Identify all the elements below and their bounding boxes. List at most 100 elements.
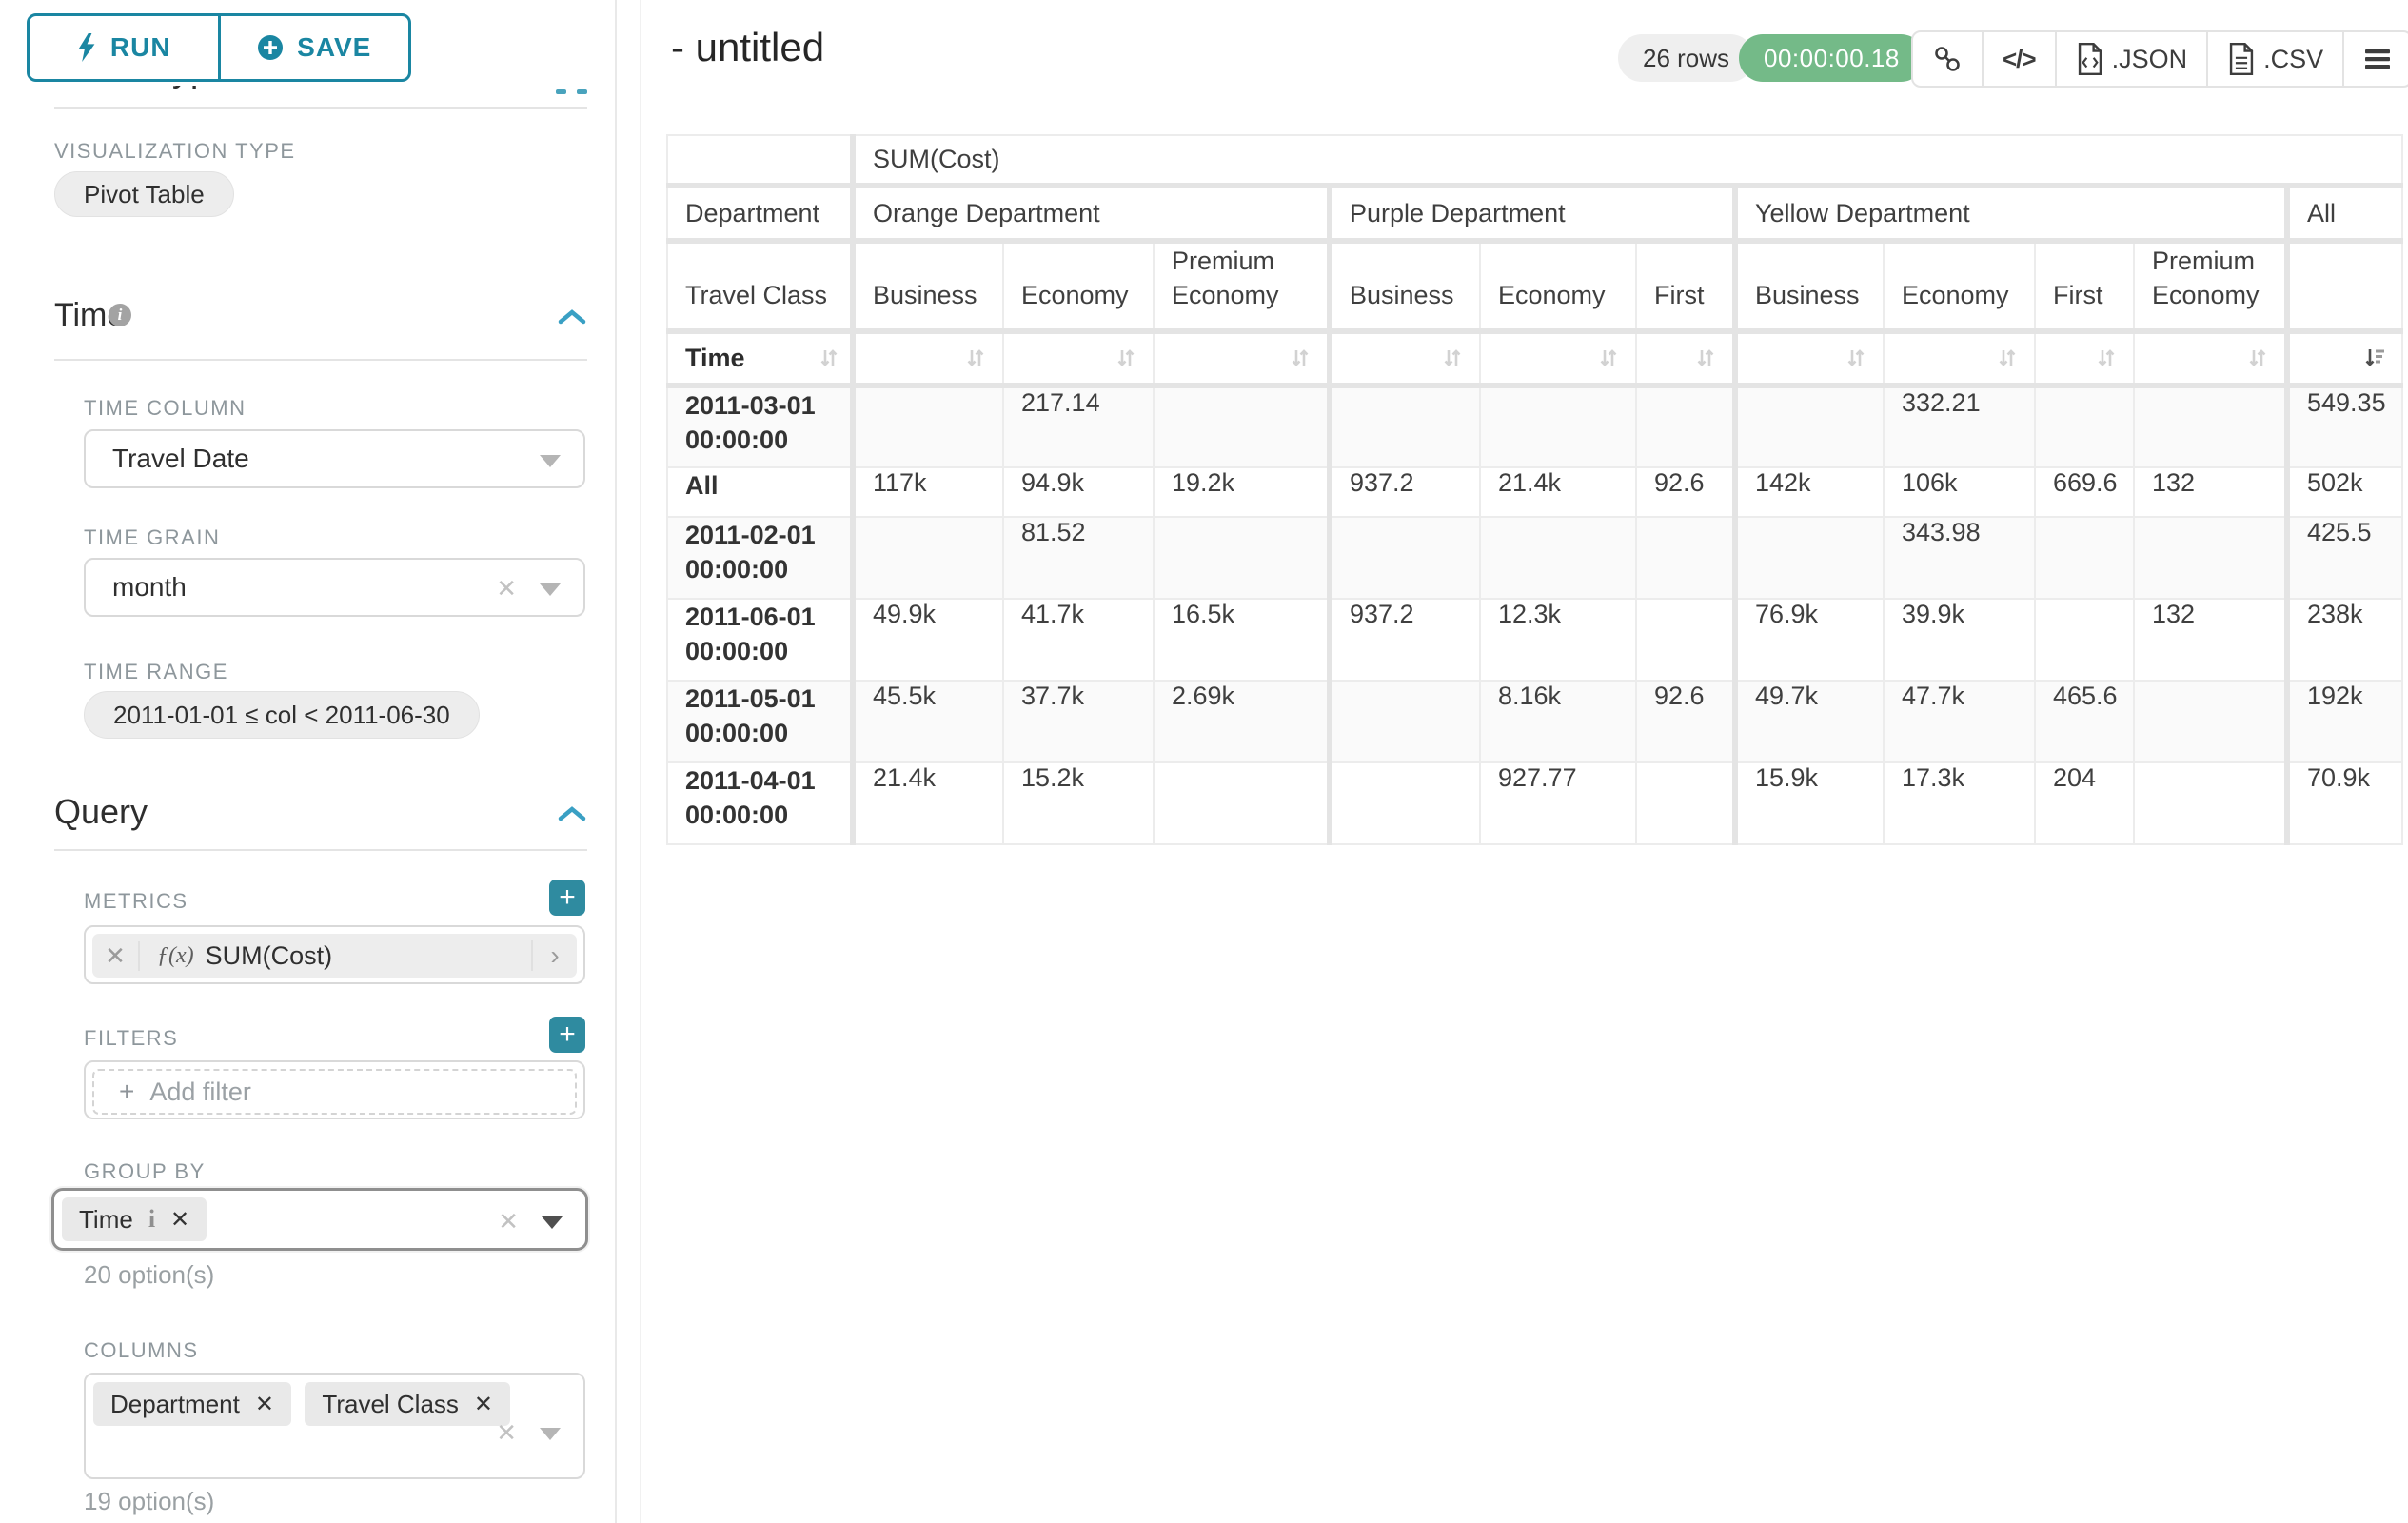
value-cell — [2034, 384, 2135, 468]
col-header[interactable]: Premium Economy — [2133, 240, 2288, 334]
remove-chip-icon[interactable]: ✕ — [170, 1206, 190, 1233]
value-cell: 21.4k — [850, 761, 1004, 845]
sort-cell[interactable] — [1732, 329, 1885, 388]
sort-icon[interactable] — [1439, 345, 1466, 371]
time-column-select[interactable]: Travel Date — [84, 429, 585, 488]
export-json-button[interactable]: .JSON — [2054, 32, 2207, 86]
sort-icon[interactable] — [962, 345, 989, 371]
col-header[interactable]: Economy — [1479, 240, 1637, 334]
save-button[interactable]: SAVE — [217, 16, 409, 79]
col-header[interactable]: Economy — [1883, 240, 2036, 334]
menu-button[interactable] — [2342, 32, 2408, 86]
sort-cell[interactable] — [1153, 329, 1331, 388]
chart-type-collapse-icon-clipped[interactable] — [577, 89, 587, 94]
value-cell: 49.7k — [1732, 679, 1885, 763]
col-header[interactable]: Business — [1732, 240, 1885, 334]
col-header[interactable]: Premium Economy — [1153, 240, 1331, 334]
sort-icon[interactable] — [816, 345, 842, 371]
columns-select[interactable]: Department ✕ Travel Class ✕ ✕ — [84, 1373, 585, 1479]
time-grain-select[interactable]: month ✕ — [84, 558, 585, 617]
table-row: 2011-04-01 00:00:00 21.4k 15.2k 927.77 15.9k… — [666, 761, 2403, 845]
group-header[interactable]: Yellow Department — [1732, 185, 2288, 244]
viz-type-chip[interactable]: Pivot Table — [54, 171, 234, 217]
chevron-down-icon[interactable] — [540, 455, 561, 467]
value-cell: 92.6 — [1635, 679, 1736, 763]
time-range-chip[interactable]: 2011-01-01 ≤ col < 2011-06-30 — [84, 691, 480, 739]
sort-cell[interactable] — [1327, 329, 1481, 388]
panel-gutter[interactable] — [640, 0, 641, 1523]
sort-cell[interactable] — [2034, 329, 2135, 388]
share-link-button[interactable] — [1913, 32, 1982, 86]
clear-icon[interactable]: ✕ — [496, 574, 517, 603]
row-label: 2011-03-01 00:00:00 — [666, 384, 854, 468]
sort-cell[interactable] — [2284, 329, 2403, 388]
view-query-button[interactable]: </> — [1982, 32, 2055, 86]
add-filter-label: Add filter — [149, 1077, 251, 1106]
export-csv-button[interactable]: .CSV — [2206, 32, 2342, 86]
sort-cell[interactable] — [850, 329, 1004, 388]
sort-icon[interactable] — [2244, 345, 2271, 371]
sort-icon[interactable] — [1595, 345, 1622, 371]
columns-chip[interactable]: Department ✕ — [93, 1382, 291, 1426]
group-header[interactable]: Purple Department — [1327, 185, 1736, 244]
col-dimension-label: Travel Class — [666, 240, 854, 334]
sort-icon[interactable] — [2093, 345, 2120, 371]
run-button[interactable]: RUN — [30, 16, 218, 79]
sort-icon[interactable] — [1113, 345, 1139, 371]
sort-row: Time — [666, 329, 2403, 388]
chevron-down-icon[interactable] — [542, 1216, 563, 1229]
col-header[interactable] — [2284, 240, 2403, 334]
sort-cell[interactable] — [1635, 329, 1736, 388]
metric-chip[interactable]: ✕ ƒ(x) SUM(Cost) › — [92, 934, 577, 978]
chevron-down-icon[interactable] — [540, 1428, 561, 1440]
code-icon: </> — [2003, 44, 2037, 73]
sort-icon[interactable] — [1843, 345, 1869, 371]
value-cell: 49.9k — [850, 597, 1004, 682]
filters-box: + Add filter — [84, 1060, 585, 1119]
value-cell: 132 — [2133, 465, 2288, 518]
col-header[interactable]: First — [2034, 240, 2135, 334]
col-header[interactable]: Business — [850, 240, 1004, 334]
sort-cell[interactable] — [1002, 329, 1155, 388]
value-cell: 17.3k — [1883, 761, 2036, 845]
group-header[interactable]: All — [2284, 185, 2403, 244]
sort-desc-icon[interactable] — [2361, 345, 2388, 371]
add-filter-dropzone[interactable]: + Add filter — [92, 1069, 577, 1115]
sort-cell[interactable] — [1479, 329, 1637, 388]
info-icon[interactable]: i — [109, 304, 131, 326]
group-by-chip[interactable]: Time i ✕ — [62, 1197, 207, 1241]
chart-type-collapse-icon-clipped[interactable] — [556, 89, 566, 94]
remove-chip-icon[interactable]: ✕ — [473, 1391, 494, 1417]
remove-chip-icon[interactable]: ✕ — [254, 1391, 274, 1417]
time-header-cell[interactable]: Time — [666, 329, 854, 388]
group-by-select[interactable]: Time i ✕ ✕ — [51, 1188, 588, 1251]
add-metric-button[interactable]: + — [549, 880, 585, 916]
value-cell: 41.7k — [1002, 597, 1155, 682]
remove-metric-icon[interactable]: ✕ — [92, 940, 140, 971]
sort-icon[interactable] — [1994, 345, 2021, 371]
value-cell: 217.14 — [1002, 384, 1155, 468]
group-header[interactable]: Orange Department — [850, 185, 1331, 244]
value-cell: 92.6 — [1635, 465, 1736, 518]
clear-icon[interactable]: ✕ — [498, 1207, 519, 1236]
sort-icon[interactable] — [1287, 345, 1313, 371]
chevron-down-icon[interactable] — [540, 583, 561, 596]
chip-label: Department — [110, 1389, 240, 1418]
chevron-up-icon[interactable] — [557, 307, 587, 327]
info-icon[interactable]: i — [148, 1205, 156, 1233]
chart-title[interactable]: - untitled — [671, 25, 825, 69]
col-header[interactable]: Economy — [1002, 240, 1155, 334]
value-cell — [1479, 384, 1637, 468]
sort-cell[interactable] — [1883, 329, 2036, 388]
sort-cell[interactable] — [2133, 329, 2288, 388]
value-cell — [2034, 597, 2135, 682]
col-header[interactable]: First — [1635, 240, 1736, 334]
chevron-right-icon[interactable]: › — [531, 940, 577, 971]
col-header[interactable]: Business — [1327, 240, 1481, 334]
columns-chip[interactable]: Travel Class ✕ — [305, 1382, 511, 1426]
clear-icon[interactable]: ✕ — [496, 1418, 517, 1447]
add-filter-button[interactable]: + — [549, 1017, 585, 1053]
sort-icon[interactable] — [1692, 345, 1719, 371]
value-cell — [1732, 515, 1885, 600]
chevron-up-icon[interactable] — [557, 803, 587, 824]
